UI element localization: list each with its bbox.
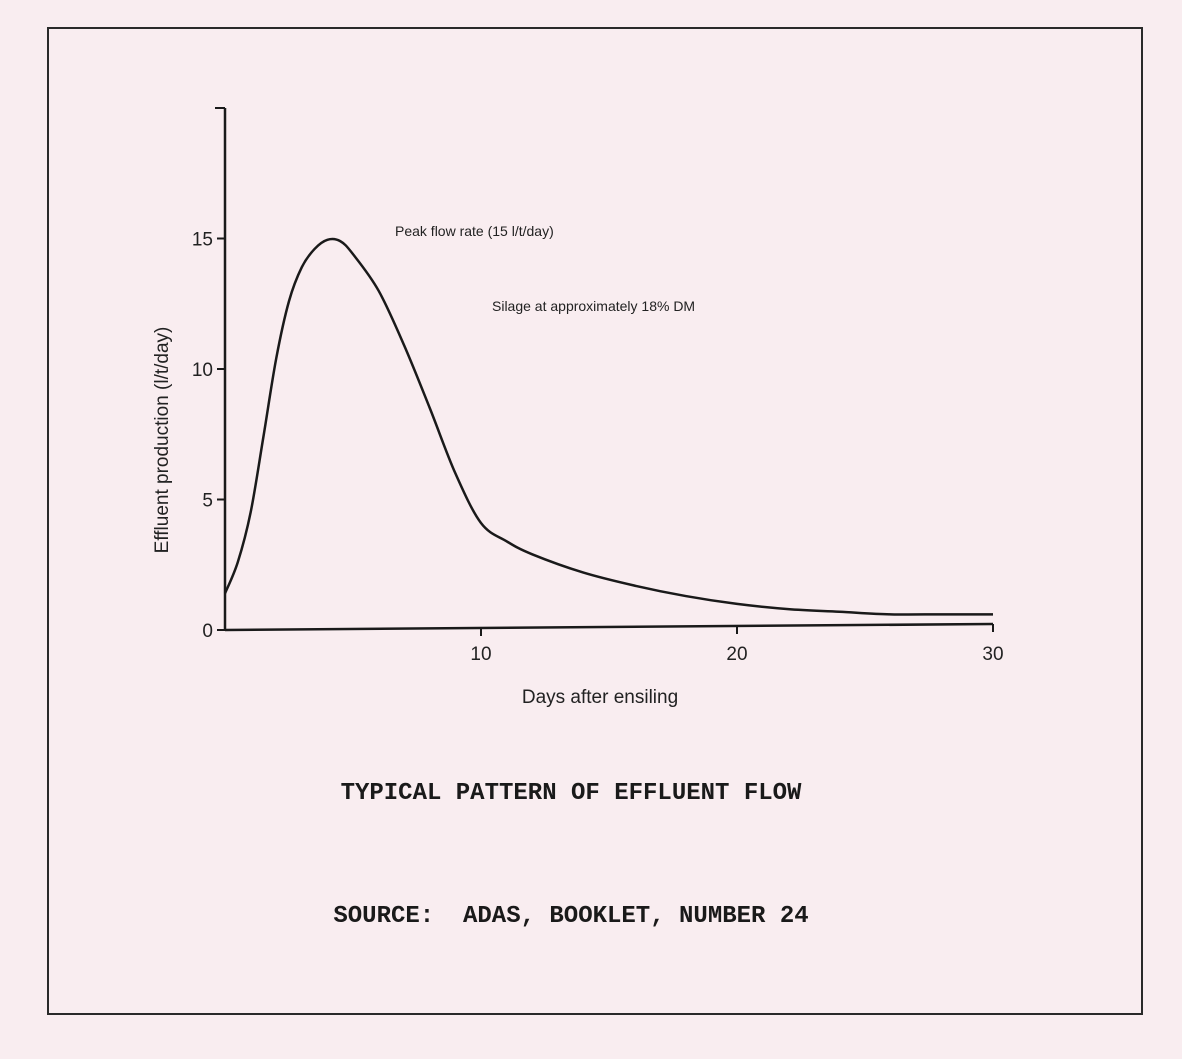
chart-series — [223, 237, 993, 616]
series-line-0 — [223, 237, 993, 616]
y-tick-label-3: 15 — [192, 230, 213, 251]
x-axis-line — [224, 622, 994, 632]
x-tick-label-0: 10 — [470, 644, 491, 665]
y-axis-title: Effluent production (l/t/day) — [152, 327, 173, 554]
chart-ticks: 0 5 10 15 10 20 30 — [192, 230, 1004, 666]
figure-source: SOURCE: ADAS, BOOKLET, NUMBER 24 — [333, 903, 809, 930]
figure-title: TYPICAL PATTERN OF EFFLUENT FLOW — [340, 780, 802, 807]
y-tick-label-2: 10 — [192, 360, 213, 381]
chart-axes — [215, 107, 994, 632]
x-axis-title: Days after ensiling — [522, 687, 678, 708]
y-tick-label-1: 5 — [202, 491, 213, 512]
dm-annotation: Silage at approximately 18% DM — [492, 298, 695, 314]
x-tick-label-2: 30 — [982, 644, 1003, 665]
x-tick-label-1: 20 — [726, 644, 747, 665]
peak-annotation: Peak flow rate (15 l/t/day) — [395, 223, 554, 239]
figure-frame — [47, 27, 1143, 1015]
y-tick-label-0: 0 — [202, 621, 213, 642]
